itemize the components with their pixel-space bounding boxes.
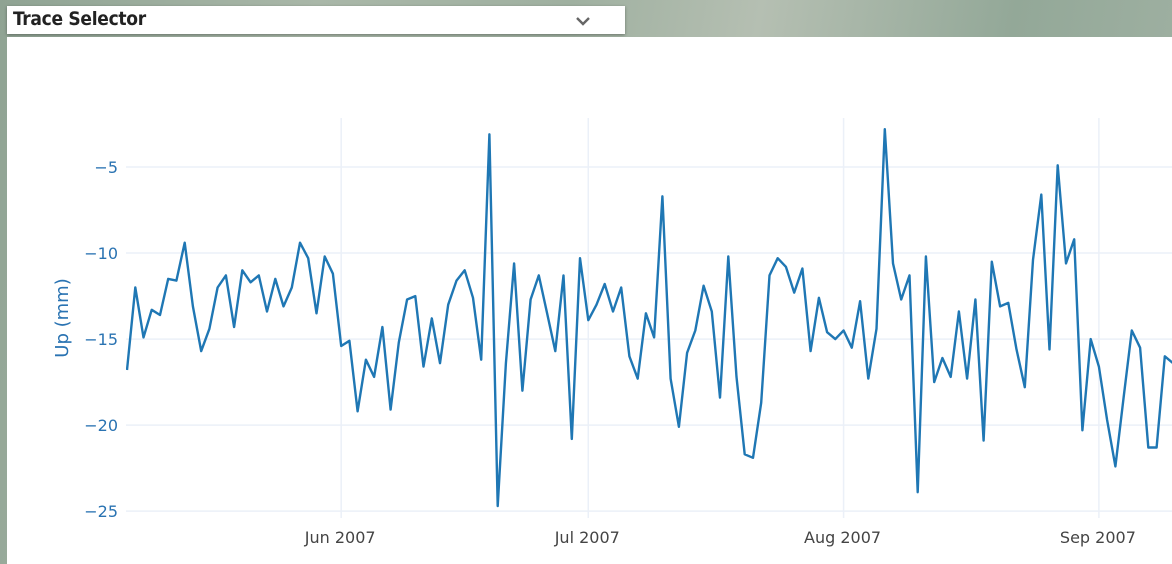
time-series-chart[interactable]: −5 −10 −15 −20 −25 Jun 2007 Jul 2007 Aug 2007 S…: [7, 37, 1172, 564]
y-tick-label: −25: [84, 502, 118, 521]
trace-selector-dropdown[interactable]: Trace Selector: [7, 6, 625, 34]
y-axis-ticks: −5 −10 −15 −20 −25: [84, 158, 118, 521]
x-tick-label: Aug 2007: [804, 528, 881, 547]
series-line[interactable]: [126, 128, 1172, 508]
x-tick-label: Sep 2007: [1060, 528, 1136, 547]
y-tick-label: −20: [84, 416, 118, 435]
chart-panel: −5 −10 −15 −20 −25 Jun 2007 Jul 2007 Aug 2007 S…: [7, 37, 1172, 564]
x-tick-label: Jun 2007: [304, 528, 376, 547]
chevron-down-icon[interactable]: [575, 15, 591, 27]
y-axis-title: Up (mm): [52, 278, 73, 357]
x-tick-label: Jul 2007: [554, 528, 620, 547]
x-axis-ticks: Jun 2007 Jul 2007 Aug 2007 Sep 2007: [304, 528, 1136, 547]
y-tick-label: −10: [84, 244, 118, 263]
y-tick-label: −15: [84, 330, 118, 349]
y-tick-label: −5: [94, 158, 118, 177]
gridlines: [126, 118, 1172, 518]
trace-selector-label: Trace Selector: [13, 8, 146, 30]
